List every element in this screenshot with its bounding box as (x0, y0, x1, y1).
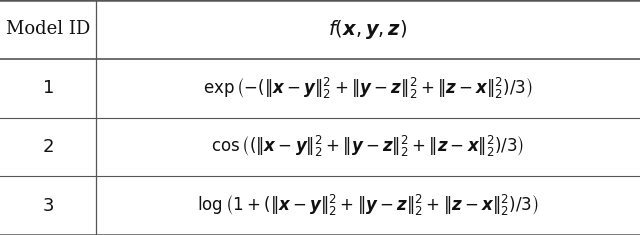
Text: $1$: $1$ (42, 79, 54, 97)
Text: $\cos\left((\|\boldsymbol{x}-\boldsymbol{y}\|_2^2+\|\boldsymbol{y}-\boldsymbol{z: $\cos\left((\|\boldsymbol{x}-\boldsymbol… (211, 134, 525, 159)
Text: $2$: $2$ (42, 138, 54, 156)
Text: $\log\left(1+(\|\boldsymbol{x}-\boldsymbol{y}\|_2^2+\|\boldsymbol{y}-\boldsymbol: $\log\left(1+(\|\boldsymbol{x}-\boldsymb… (197, 193, 539, 218)
Text: Model ID: Model ID (6, 20, 90, 38)
Text: $\exp\left(-(\|\boldsymbol{x}-\boldsymbol{y}\|_2^2+\|\boldsymbol{y}-\boldsymbol{: $\exp\left(-(\|\boldsymbol{x}-\boldsymbo… (203, 76, 533, 101)
Text: $f(\boldsymbol{x},\boldsymbol{y},\boldsymbol{z})$: $f(\boldsymbol{x},\boldsymbol{y},\boldsy… (328, 18, 408, 41)
Text: $3$: $3$ (42, 197, 54, 215)
